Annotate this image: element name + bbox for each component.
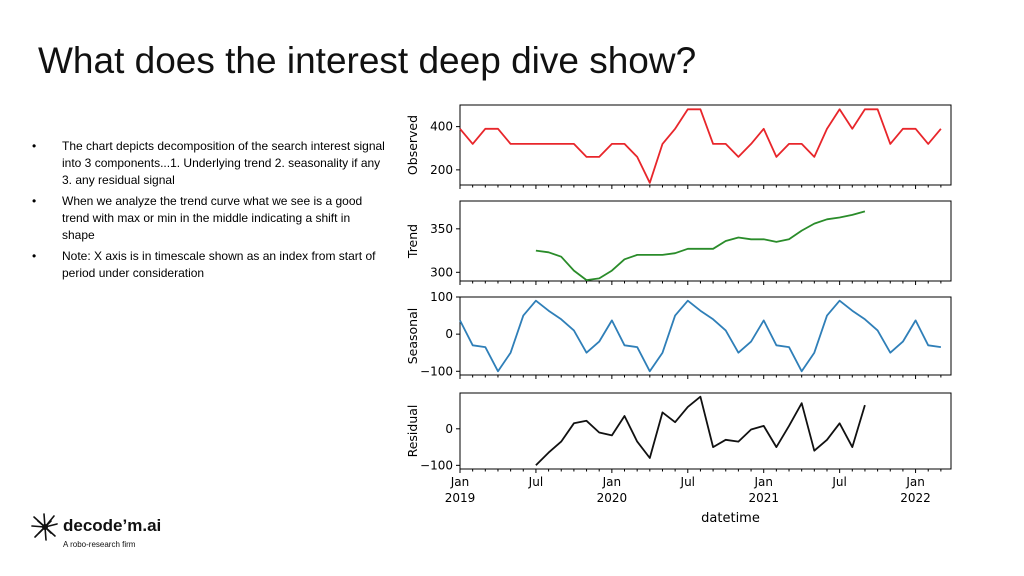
- bullet-list: • The chart depicts decomposition of the …: [30, 138, 385, 286]
- panel-frame: [459, 104, 952, 186]
- x-axis-label: datetime: [701, 511, 760, 526]
- panel-observed: 200 400 Observed: [405, 104, 952, 189]
- panel-trend: 300 350 Trend: [405, 200, 952, 285]
- company-logo: decode’m.ai A robo-research firm: [30, 510, 190, 554]
- panel-residual: −100 0 Residual: [405, 392, 952, 473]
- logo-mark-icon: [31, 513, 58, 541]
- x-tick-year-label: 2020: [597, 491, 628, 505]
- bullet-marker: •: [32, 139, 37, 153]
- bullet-item: • The chart depicts decomposition of the …: [30, 138, 385, 189]
- x-tick-year-label: 2022: [900, 491, 931, 505]
- bullet-text: Note: X axis is in timescale shown as an…: [62, 249, 376, 280]
- series-line-seasonal: [459, 299, 942, 373]
- x-tick-label: Jan: [602, 475, 622, 489]
- bullet-text: The chart depicts decomposition of the s…: [62, 139, 385, 187]
- bullet-item: • When we analyze the trend curve what we…: [30, 193, 385, 244]
- y-tick-label: −100: [420, 458, 453, 472]
- x-tick-label: Jan: [753, 475, 773, 489]
- y-axis-label: Observed: [405, 115, 420, 175]
- series-line-residual: [535, 395, 866, 466]
- y-axis-label: Seasonal: [405, 308, 420, 365]
- x-tick-year-label: 2019: [445, 491, 476, 505]
- slide-title: What does the interest deep dive show?: [38, 40, 697, 81]
- y-tick-label: 0: [445, 422, 453, 436]
- y-tick-label: 0: [445, 327, 453, 341]
- x-tick-label: Jul: [680, 475, 695, 489]
- y-tick-label: 200: [430, 163, 453, 177]
- panel-frame: [459, 296, 952, 376]
- bullet-text: When we analyze the trend curve what we …: [62, 194, 363, 242]
- logo-name: decode’m.ai: [63, 516, 162, 535]
- x-tick-label: Jan: [905, 475, 925, 489]
- y-tick-label: 300: [430, 265, 453, 279]
- x-tick-label: Jul: [831, 475, 846, 489]
- panel-frame: [459, 392, 952, 470]
- x-tick-label: Jan: [450, 475, 470, 489]
- panel-seasonal: −100 0 100 Seasonal: [405, 290, 952, 379]
- y-axis-label: Trend: [405, 224, 420, 259]
- x-tick-year-label: 2021: [748, 491, 779, 505]
- decomposition-chart: 200 400 Observed 300 350 Trend −100 0 100 Seasona…: [405, 104, 952, 526]
- x-tick-label: Jul: [528, 475, 543, 489]
- bullet-marker: •: [32, 249, 37, 263]
- y-tick-label: 400: [430, 120, 453, 134]
- y-tick-label: −100: [420, 364, 453, 378]
- series-line-trend: [535, 210, 866, 281]
- bullet-marker: •: [32, 194, 37, 208]
- panel-frame: [459, 200, 952, 282]
- y-tick-label: 100: [430, 290, 453, 304]
- y-tick-label: 350: [430, 222, 453, 236]
- logo-tagline: A robo-research firm: [63, 540, 136, 549]
- y-axis-label: Residual: [405, 405, 420, 458]
- series-line-observed: [459, 108, 942, 184]
- bullet-item: • Note: X axis is in timescale shown as a…: [30, 248, 385, 282]
